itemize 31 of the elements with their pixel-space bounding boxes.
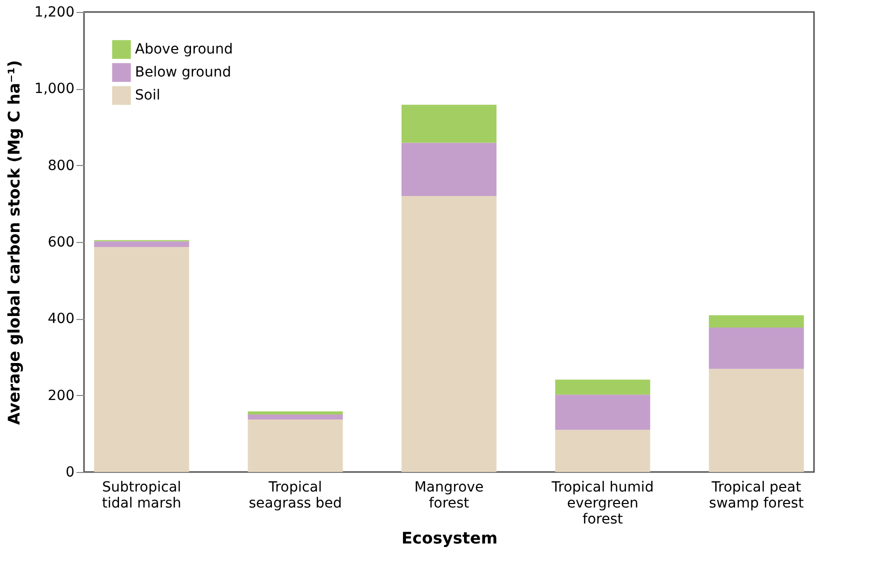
x-tick-label: Tropical seagrass bed bbox=[248, 480, 342, 512]
y-tick-label: 0 bbox=[66, 464, 74, 480]
x-tick-label: Tropical peat swamp forest bbox=[709, 480, 804, 512]
y-tick-label: 200 bbox=[48, 388, 74, 404]
bar bbox=[402, 142, 496, 196]
bar bbox=[708, 368, 804, 472]
bar bbox=[248, 419, 343, 472]
bar bbox=[555, 394, 650, 430]
bar bbox=[248, 414, 343, 420]
bar bbox=[402, 196, 496, 472]
y-tick-label: 400 bbox=[48, 311, 74, 328]
legend-label: Above ground bbox=[135, 42, 233, 58]
y-tick-label: 600 bbox=[48, 234, 74, 250]
bar bbox=[555, 430, 650, 472]
bar bbox=[402, 104, 496, 143]
legend-label: Soil bbox=[135, 88, 160, 104]
bar bbox=[708, 327, 804, 369]
x-tick-label: Mangrove forest bbox=[414, 480, 484, 512]
bar bbox=[708, 315, 804, 328]
bar bbox=[94, 246, 190, 472]
x-tick-label: Subtropical tidal marsh bbox=[102, 480, 182, 512]
bar bbox=[248, 411, 343, 414]
bar bbox=[94, 241, 190, 247]
y-axis-title: Average global carbon stock (Mg C ha⁻¹) bbox=[4, 60, 24, 425]
x-axis-title: Ecosystem bbox=[401, 528, 498, 548]
y-tick-label: 1,000 bbox=[34, 81, 74, 98]
x-tick-label: Tropical humid evergreen forest bbox=[550, 480, 654, 528]
bar bbox=[555, 380, 650, 395]
legend-label: Below ground bbox=[135, 64, 232, 80]
y-tick-label: 1,200 bbox=[34, 4, 74, 20]
y-tick-label: 800 bbox=[48, 158, 74, 174]
